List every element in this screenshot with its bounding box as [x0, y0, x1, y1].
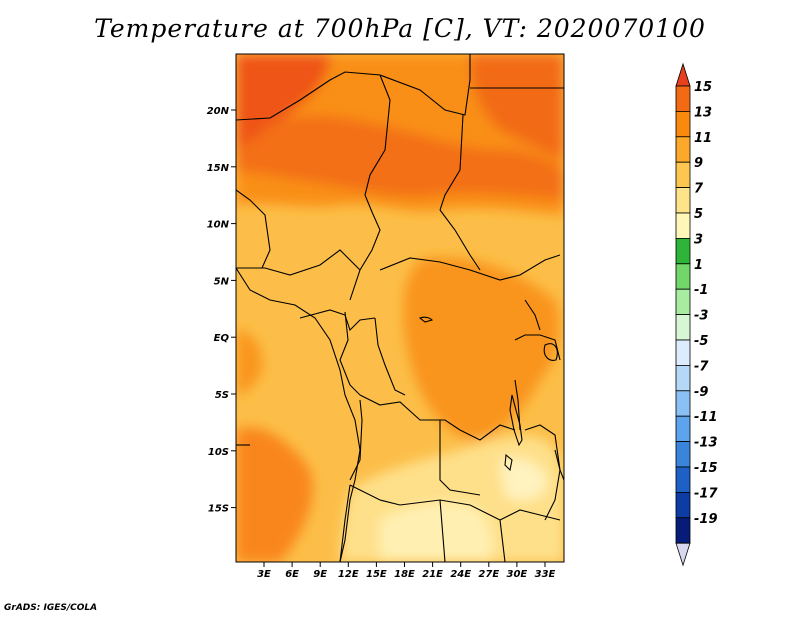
colorbar-label: 7 — [694, 182, 704, 197]
colorbar-swatch — [675, 364, 691, 392]
colorbar-label: 15 — [694, 80, 712, 95]
colorbar-swatch — [675, 415, 691, 443]
lon-tick-label: 12E — [338, 569, 359, 580]
lon-tick-label: 3E — [257, 569, 271, 580]
colorbar-swatch — [675, 237, 691, 265]
lon-tick-label: 6E — [285, 569, 299, 580]
colorbar-label: -7 — [694, 359, 709, 374]
colorbar-label: 5 — [694, 207, 703, 222]
lat-tick-label: EQ — [214, 333, 230, 344]
lat-tick-label: 15S — [208, 504, 229, 515]
colorbar-label: -15 — [694, 461, 718, 476]
lat-tick-label: 5S — [215, 390, 229, 401]
map-frame — [235, 53, 565, 563]
colorbar-label: -3 — [694, 309, 708, 324]
lon-tick-label: 21E — [422, 569, 443, 580]
colorbar-swatch — [675, 288, 691, 316]
colorbar-label: 1 — [694, 258, 703, 273]
map-title: Temperature at 700hPa [C], VT: 202007010… — [94, 14, 706, 43]
colorbar-top-arrow — [675, 62, 691, 87]
colorbar-swatch — [675, 161, 691, 188]
country-borders — [236, 54, 564, 562]
colorbar-label: -1 — [694, 283, 708, 298]
lat-tick-label: 10N — [207, 220, 230, 231]
colorbar-swatch — [675, 517, 691, 544]
colorbar-swatch — [675, 111, 691, 138]
lon-tick-label: 33E — [535, 569, 556, 580]
colorbar-bottom-arrow — [675, 542, 691, 567]
lon-tick-label: 27E — [478, 569, 499, 580]
temperature-field — [236, 54, 564, 562]
lon-tick-label: 9E — [313, 569, 327, 580]
lat-tick-label: 10S — [208, 447, 229, 458]
colorbar: 15 13 11 9 7 5 3 1 -1 -3 -5 -7 -9 -11 -13 -15 -17 -19 — [675, 62, 718, 567]
lon-tick-label: 30E — [507, 569, 528, 580]
colorbar-swatch — [675, 85, 691, 112]
colorbar-swatch — [675, 441, 691, 468]
latitude-axis: 20N 15N 10N 5N EQ 5S 10S 15S — [207, 106, 236, 515]
colorbar-swatch — [675, 390, 691, 417]
colorbar-label: -9 — [694, 385, 708, 400]
colorbar-swatch — [675, 212, 691, 239]
colorbar-label: -13 — [694, 436, 718, 451]
colorbar-label: -5 — [694, 334, 708, 349]
lat-tick-label: 15N — [207, 163, 230, 174]
colorbar-label: 11 — [694, 131, 712, 146]
lat-tick-label: 5N — [214, 276, 230, 287]
colorbar-swatch — [675, 263, 691, 290]
colorbar-swatch — [675, 491, 691, 519]
colorbar-swatch — [675, 136, 691, 163]
grads-credit: GrADS: IGES/COLA — [4, 603, 98, 613]
colorbar-label: -11 — [694, 410, 718, 425]
colorbar-swatch — [675, 339, 691, 366]
lon-tick-label: 18E — [394, 569, 415, 580]
colorbar-swatch — [675, 314, 691, 341]
colorbar-label: -19 — [694, 512, 718, 527]
lat-tick-label: 20N — [207, 106, 230, 117]
colorbar-label: 13 — [694, 105, 712, 120]
colorbar-label: 3 — [694, 232, 703, 247]
lon-tick-label: 15E — [366, 569, 387, 580]
colorbar-swatch — [675, 187, 691, 214]
longitude-axis: 3E 6E 9E 12E 15E 18E 21E 24E 27E 30E 33E — [257, 562, 556, 580]
colorbar-swatch — [675, 466, 691, 493]
colorbar-label: -17 — [694, 486, 718, 501]
colorbar-label: 9 — [694, 156, 703, 171]
lon-tick-label: 24E — [450, 569, 471, 580]
